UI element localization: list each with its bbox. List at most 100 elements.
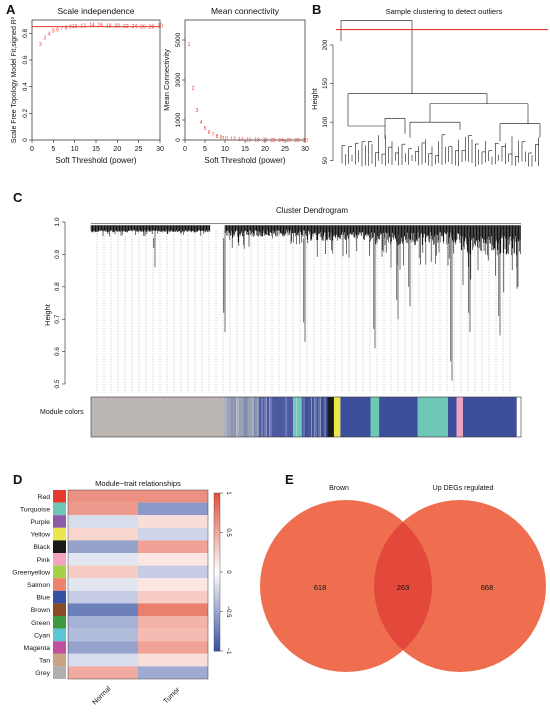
mean-connectivity-x-axis-label: Soft Threshold (power) xyxy=(204,156,286,165)
module-color-swatch xyxy=(53,641,66,654)
mean-connectivity-data-point: 18 xyxy=(254,138,260,144)
heatmap-cell xyxy=(138,565,208,579)
cluster-y-tick-label: 0.5 xyxy=(54,379,61,388)
module-color-swatch xyxy=(53,540,66,553)
heatmap-cell xyxy=(68,540,138,553)
heatmap-cell xyxy=(138,641,208,654)
heatmap-legend-step xyxy=(214,623,220,628)
heatmap-legend-step xyxy=(214,508,220,514)
heatmap-cell xyxy=(68,666,138,679)
heatmap-row-label: Yellow xyxy=(31,532,50,539)
module-color-block xyxy=(379,397,418,437)
heatmap-legend-tick-label: −0.5 xyxy=(225,606,231,619)
cluster-y-tick-label: 1.0 xyxy=(54,217,61,226)
cluster-dendrogram-title: Cluster Dendrogram xyxy=(276,206,348,215)
module-color-block xyxy=(327,397,334,437)
mean-connectivity-data-point: 6 xyxy=(208,130,211,136)
heatmap-legend-step xyxy=(214,512,220,518)
venn-set-label-brown: Brown xyxy=(329,485,349,492)
heatmap-row-label: Blue xyxy=(36,595,50,602)
heatmap-cell xyxy=(68,616,138,629)
module-color-swatch xyxy=(53,490,66,503)
heatmap-legend-tick-label: −1 xyxy=(225,648,231,656)
scale-independence-x-tick-label: 25 xyxy=(135,146,143,153)
mean-connectivity-y-tick-label: 1000 xyxy=(175,112,182,127)
heatmap-cell xyxy=(68,578,138,591)
sample-clustering-y-axis-label: Height xyxy=(310,87,319,110)
heatmap-cell xyxy=(68,565,138,579)
scale-independence-x-tick-label: 0 xyxy=(30,146,34,153)
mean-connectivity-data-point: 30 xyxy=(302,138,308,144)
scale-independence-data-point: 5 xyxy=(52,29,55,35)
heatmap-cell xyxy=(68,527,138,541)
heatmap-cell xyxy=(68,653,138,667)
scale-independence-data-point: 12 xyxy=(80,23,86,29)
module-color-block xyxy=(258,397,294,437)
module-color-block xyxy=(333,397,341,437)
dendrogram-leaf-guides xyxy=(96,230,511,393)
module-colors-label: Module colors xyxy=(40,409,84,416)
mean-connectivity-y-tick-label: 5000 xyxy=(175,32,182,47)
module-color-swatch xyxy=(53,616,66,629)
heatmap-legend-step xyxy=(214,595,220,601)
module-color-block xyxy=(340,397,371,437)
heatmap-legend-step xyxy=(214,548,220,553)
heatmap-row-label: Green xyxy=(31,620,50,627)
heatmap-row-label: Cyan xyxy=(34,632,50,639)
cluster-y-tick-label: 0.7 xyxy=(54,314,61,323)
heatmap-legend-step xyxy=(214,496,220,502)
cluster-y-tick-label: 0.6 xyxy=(54,347,61,356)
mean-connectivity-data-point: 5 xyxy=(204,126,207,132)
sample-clustering-y-tick-label: 200 xyxy=(322,39,329,50)
heatmap-legend-step xyxy=(214,552,220,557)
scale-independence-data-point: 8 xyxy=(65,25,68,31)
module-color-swatch xyxy=(53,502,66,516)
heatmap-cell xyxy=(138,603,208,616)
panel-letter-e: E xyxy=(285,472,294,487)
heatmap-legend-step xyxy=(214,587,220,593)
module-color-swatch xyxy=(53,553,66,566)
heatmap-legend-step xyxy=(214,643,220,648)
heatmap-column-label: Normal xyxy=(91,685,112,706)
mean-connectivity-data-point: 28 xyxy=(294,138,300,144)
panel-letter-b: B xyxy=(312,2,322,17)
heatmap-cell xyxy=(68,502,138,516)
scale-independence-x-tick-label: 5 xyxy=(51,146,55,153)
heatmap-legend-step xyxy=(214,599,220,604)
heatmap-row-label: Brown xyxy=(31,607,50,614)
mean-connectivity-y-tick-label: 0 xyxy=(175,138,182,142)
heatmap-legend-step xyxy=(214,524,220,529)
scale-independence-data-point: 20 xyxy=(115,23,121,29)
sample-clustering-y-tick-label: 150 xyxy=(322,78,329,89)
mean-connectivity-data-point: 26 xyxy=(286,138,292,144)
heatmap-legend-step xyxy=(214,520,220,525)
heatmap-legend-step xyxy=(214,579,220,585)
heatmap-legend-step xyxy=(214,583,220,589)
heatmap-legend-step xyxy=(214,619,220,624)
heatmap-cell xyxy=(138,553,208,566)
heatmap-legend-step xyxy=(214,504,220,510)
scale-independence-data-point: 9 xyxy=(69,25,72,31)
heatmap-row-label: Turquoise xyxy=(20,506,50,513)
scale-independence-y-tick-label: 0 xyxy=(22,138,29,142)
heatmap-cell xyxy=(138,653,208,667)
scale-independence-y-tick-label: 0.2 xyxy=(22,108,29,117)
module-color-block xyxy=(417,397,448,437)
gene-dendrogram xyxy=(90,223,521,381)
mean-connectivity-x-tick-label: 30 xyxy=(301,146,309,153)
scale-independence-x-tick-label: 20 xyxy=(113,146,121,153)
venn-count-left: 618 xyxy=(314,583,327,592)
mean-connectivity-y-axis-label: Mean Connectivity xyxy=(162,49,171,111)
heatmap-cell xyxy=(68,553,138,566)
heatmap-legend-step xyxy=(214,564,220,569)
heatmap-cell xyxy=(138,616,208,629)
heatmap-legend-step xyxy=(214,528,220,533)
mean-connectivity-x-tick-label: 20 xyxy=(261,146,269,153)
venn-overlap-region xyxy=(374,500,432,672)
mean-connectivity-data-point: 3 xyxy=(196,108,199,114)
mean-connectivity-data-point: 9 xyxy=(220,135,223,141)
module-color-swatch xyxy=(53,527,66,541)
heatmap-row-label: Pink xyxy=(37,557,51,564)
scale-independence-data-point: 2 xyxy=(39,42,42,48)
heatmap-cell xyxy=(138,515,208,528)
